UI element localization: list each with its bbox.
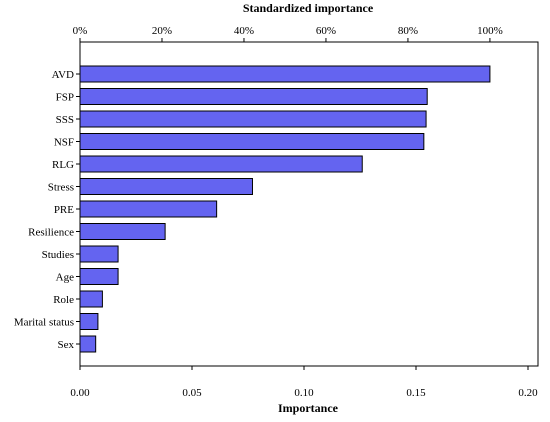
- bar-8: [79, 223, 166, 240]
- bar-12: [79, 313, 99, 330]
- category-label: FSP: [56, 92, 74, 104]
- bar-10: [79, 268, 119, 285]
- bar-9: [79, 245, 119, 263]
- bar-1: [79, 65, 491, 83]
- top-tick-label: 80%: [398, 25, 418, 37]
- bar-4: [79, 133, 425, 150]
- x-tick-label: 0.20: [518, 387, 538, 399]
- top-tick-label: 0%: [73, 25, 88, 37]
- category-label: Age: [56, 272, 74, 284]
- category-label: Role: [53, 294, 74, 306]
- top-tick-label: 20%: [152, 25, 172, 37]
- secondary-axis-title: Standardized importance: [243, 1, 374, 15]
- bar-2: [79, 88, 428, 105]
- top-tick-label: 60%: [316, 25, 336, 37]
- x-axis-title: Importance: [278, 401, 339, 415]
- bar-7: [79, 200, 218, 218]
- x-tick-label: 0.10: [294, 387, 314, 399]
- category-label: Studies: [42, 249, 74, 261]
- bar-5: [79, 155, 363, 173]
- bar-11: [79, 290, 103, 308]
- category-label: Resilience: [28, 227, 74, 239]
- bar-6: [79, 178, 253, 195]
- top-axis-ticks: 0% 20% 40% 60% 80% 100%: [73, 25, 503, 42]
- category-label: SSS: [56, 114, 74, 126]
- bar-3: [79, 110, 427, 128]
- category-label: AVD: [52, 69, 74, 81]
- category-label: Stress: [48, 182, 74, 194]
- bars-group: [79, 65, 491, 353]
- category-label: NSF: [54, 137, 74, 149]
- category-label: Sex: [58, 339, 75, 351]
- top-tick-label: 100%: [477, 25, 503, 37]
- x-tick-label: 0.05: [182, 387, 202, 399]
- top-tick-label: 40%: [234, 25, 254, 37]
- x-tick-label: 0.15: [406, 387, 426, 399]
- bottom-axis-ticks: 0.00 0.05 0.10 0.15 0.20: [70, 366, 538, 399]
- category-label: Marital status: [14, 317, 74, 329]
- x-tick-label: 0.00: [70, 387, 90, 399]
- category-label: PRE: [54, 204, 74, 216]
- bar-13: [79, 335, 97, 353]
- category-label: RLG: [52, 159, 74, 171]
- category-labels: AVD FSP SSS NSF RLG Stress PRE Resilience Studie…: [14, 69, 80, 351]
